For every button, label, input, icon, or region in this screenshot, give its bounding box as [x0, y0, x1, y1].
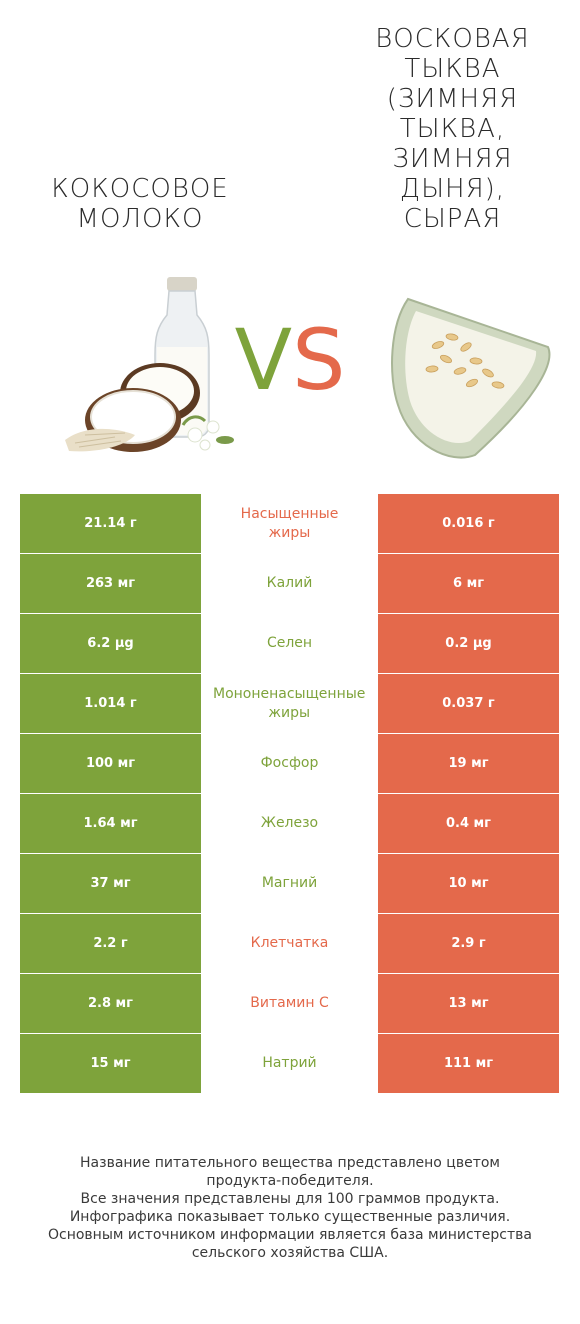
right-value: 13 мг [378, 974, 559, 1033]
nutrient-name: Натрий [262, 1055, 317, 1071]
winter-melon-illustration [391, 297, 551, 459]
vs-letter-v: V [234, 311, 293, 409]
footer-line: продукта-победителя. [206, 1173, 374, 1189]
comparison-table: 21.14 г Насыщенные жиры 0.016 г 263 мг Калий… [20, 494, 559, 1094]
left-value: 37 мг [20, 854, 201, 913]
right-value: 0.016 г [378, 494, 559, 553]
table-row: 2.8 мг Витамин C 13 мг [20, 974, 559, 1034]
nutrient-name: Селен [266, 635, 313, 651]
left-value: 6.2 µg [20, 614, 201, 673]
left-product-title: КОКОСОВОЕ МОЛОКО [51, 174, 229, 234]
nutrient-name: Калий [266, 575, 313, 591]
versus-label: VS [225, 315, 355, 405]
footer-line: сельского хозяйства США. [191, 1245, 389, 1261]
right-value: 0.037 г [378, 674, 559, 733]
right-value: 19 мг [378, 734, 559, 793]
footer-line: Все значения представлены для 100 граммо… [80, 1191, 500, 1207]
nutrient-name: Клетчатка [250, 935, 329, 951]
right-value: 6 мг [378, 554, 559, 613]
right-value: 0.2 µg [378, 614, 559, 673]
left-value: 2.2 г [20, 914, 201, 973]
table-row: 1.64 мг Железо 0.4 мг [20, 794, 559, 854]
table-row: 15 мг Натрий 111 мг [20, 1034, 559, 1094]
nutrient-name: Железо [260, 815, 319, 831]
coconut-milk-illustration [65, 277, 234, 452]
footer-line: Инфографика показывает только существенн… [69, 1209, 511, 1225]
footer-line: Название питательного вещества представл… [80, 1155, 500, 1171]
table-row: 1.014 г Мононенасыщенные жиры 0.037 г [20, 674, 559, 734]
left-value: 1.64 мг [20, 794, 201, 853]
table-row: 37 мг Магний 10 мг [20, 854, 559, 914]
left-value: 15 мг [20, 1034, 201, 1093]
nutrient-name: Витамин C [250, 995, 329, 1011]
left-value: 2.8 мг [20, 974, 201, 1033]
nutrient-name: Насыщенные жиры [240, 505, 339, 541]
table-row: 100 мг Фосфор 19 мг [20, 734, 559, 794]
footer-line: Основным источником информации является … [48, 1227, 532, 1243]
left-value: 100 мг [20, 734, 201, 793]
right-value: 10 мг [378, 854, 559, 913]
table-row: 2.2 г Клетчатка 2.9 г [20, 914, 559, 974]
right-value: 2.9 г [378, 914, 559, 973]
nutrient-name: Мононенасыщенные жиры [213, 685, 366, 721]
nutrient-name: Магний [261, 875, 318, 891]
left-value: 263 мг [20, 554, 201, 613]
left-value: 21.14 г [20, 494, 201, 553]
footer-notes: Название питательного вещества представл… [20, 1154, 560, 1262]
nutrient-name: Фосфор [260, 755, 319, 771]
vs-letter-s: S [292, 311, 346, 409]
right-value: 111 мг [378, 1034, 559, 1093]
left-value: 1.014 г [20, 674, 201, 733]
table-row: 263 мг Калий 6 мг [20, 554, 559, 614]
right-value: 0.4 мг [378, 794, 559, 853]
table-row: 21.14 г Насыщенные жиры 0.016 г [20, 494, 559, 554]
table-row: 6.2 µg Селен 0.2 µg [20, 614, 559, 674]
right-product-title: ВОСКОВАЯ ТЫКВА (ЗИМНЯЯ ТЫКВА, ЗИМНЯЯ ДЫН… [375, 24, 530, 234]
